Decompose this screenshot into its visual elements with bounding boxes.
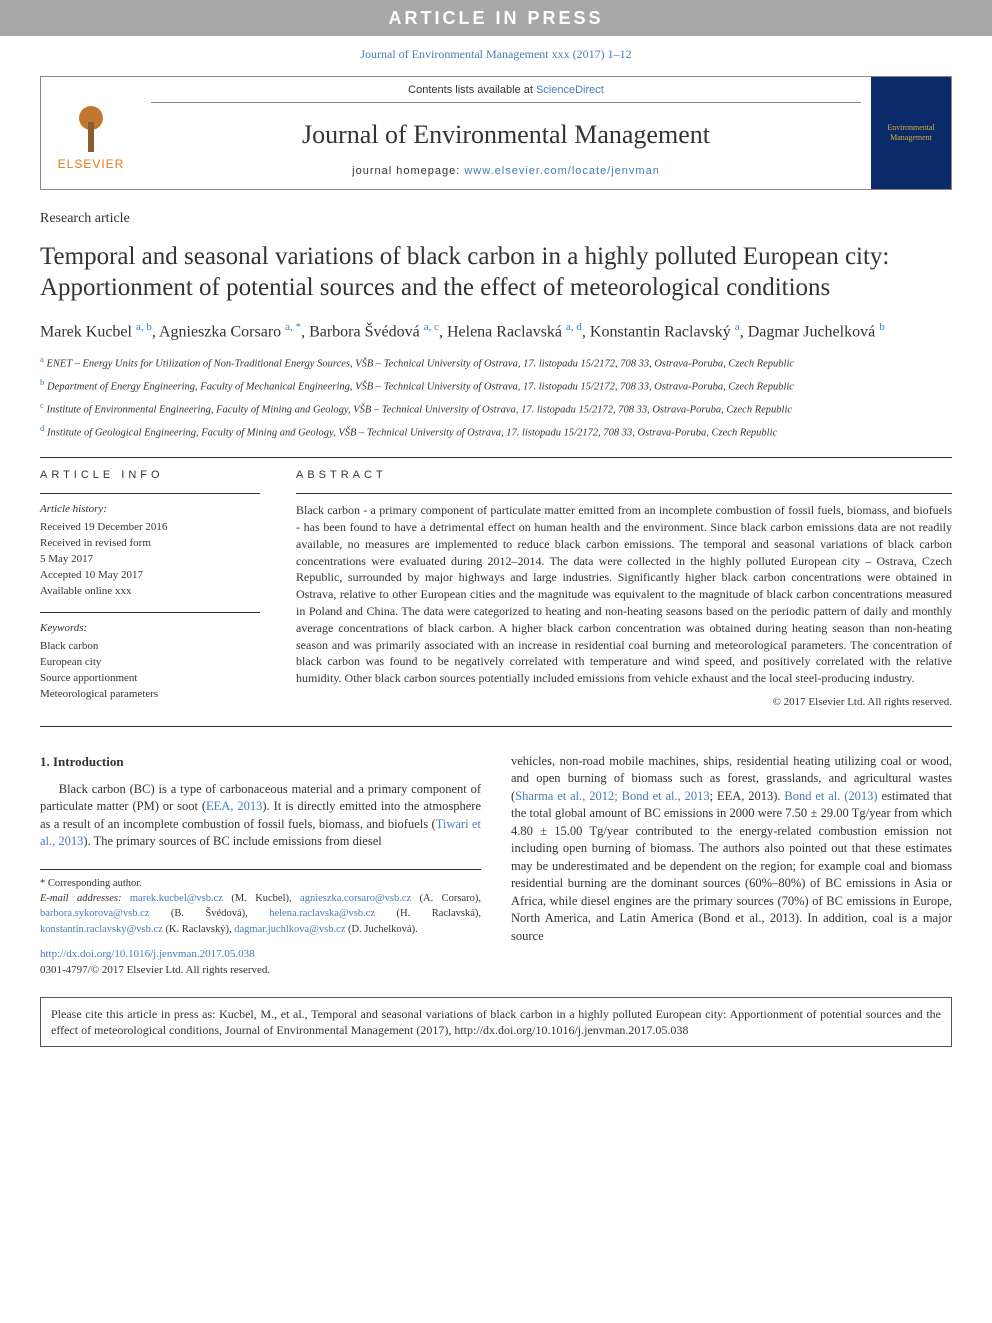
history-line: Accepted 10 May 2017 — [40, 568, 260, 584]
intro-para-2: vehicles, non-road mobile machines, ship… — [511, 753, 952, 946]
history-line: Available online xxx — [40, 584, 260, 600]
elsevier-wordmark: ELSEVIER — [58, 156, 125, 172]
abstract-copyright: © 2017 Elsevier Ltd. All rights reserved… — [296, 695, 952, 710]
keywords-block: Keywords: Black carbonEuropean citySourc… — [40, 621, 260, 703]
intro-para-1: Black carbon (BC) is a type of carbonace… — [40, 781, 481, 851]
corresponding-author-note: * Corresponding author. — [40, 876, 481, 891]
keyword: Meteorological parameters — [40, 687, 260, 703]
doi-block: http://dx.doi.org/10.1016/j.jenvman.2017… — [40, 947, 481, 979]
affiliation: b Department of Energy Engineering, Facu… — [40, 376, 952, 395]
email-link[interactable]: dagmar.juchlkova@vsb.cz — [234, 924, 345, 935]
body-columns: 1. Introduction Black carbon (BC) is a t… — [40, 753, 952, 979]
mid-divider — [40, 726, 952, 727]
please-cite-box: Please cite this article in press as: Ku… — [40, 997, 952, 1047]
article-info-label: ARTICLE INFO — [40, 468, 260, 483]
article-main: Research article Temporal and seasonal v… — [0, 190, 992, 978]
history-line: 5 May 2017 — [40, 552, 260, 568]
affiliations-block: a ENET – Energy Units for Utilization of… — [40, 353, 952, 442]
journal-homepage-line: journal homepage: www.elsevier.com/locat… — [151, 164, 861, 179]
email-link[interactable]: konstantin.raclavsky@vsb.cz — [40, 924, 163, 935]
intro-heading: 1. Introduction — [40, 753, 481, 771]
header-center: Contents lists available at ScienceDirec… — [141, 77, 871, 189]
elsevier-tree-icon — [61, 94, 121, 154]
contents-lists-line: Contents lists available at ScienceDirec… — [151, 83, 861, 103]
history-head: Article history: — [40, 502, 260, 518]
affiliation: c Institute of Environmental Engineering… — [40, 399, 952, 418]
body-col-left: 1. Introduction Black carbon (BC) is a t… — [40, 753, 481, 979]
info-divider-1 — [40, 493, 260, 494]
article-type: Research article — [40, 210, 952, 229]
affiliation: d Institute of Geological Engineering, F… — [40, 422, 952, 441]
info-divider-2 — [40, 612, 260, 613]
email-link[interactable]: agnieszka.corsaro@vsb.cz — [300, 893, 411, 904]
history-line: Received 19 December 2016 — [40, 520, 260, 536]
citation-link[interactable]: Bond et al., 2013 — [622, 789, 710, 803]
keywords-head: Keywords: — [40, 621, 260, 637]
footnotes: * Corresponding author. E-mail addresses… — [40, 869, 481, 979]
email-link[interactable]: marek.kucbel@vsb.cz — [130, 893, 223, 904]
citation-link[interactable]: Tiwari et al., 2013 — [40, 817, 481, 849]
body-col-right: vehicles, non-road mobile machines, ship… — [511, 753, 952, 979]
abstract-column: ABSTRACT Black carbon - a primary compon… — [296, 468, 952, 709]
abstract-divider — [296, 493, 952, 494]
article-info-column: ARTICLE INFO Article history: Received 1… — [40, 468, 260, 709]
citation-link[interactable]: Bond et al. (2013) — [784, 789, 877, 803]
journal-cover-thumb: Environmental Management — [871, 77, 951, 189]
citation-link[interactable]: Sharma et al., 2012; — [515, 789, 621, 803]
homepage-link[interactable]: www.elsevier.com/locate/jenvman — [464, 165, 659, 177]
top-divider — [40, 457, 952, 458]
issn-copyright: 0301-4797/© 2017 Elsevier Ltd. All right… — [40, 964, 270, 976]
info-row: ARTICLE INFO Article history: Received 1… — [40, 468, 952, 709]
doi-link[interactable]: http://dx.doi.org/10.1016/j.jenvman.2017… — [40, 948, 255, 960]
elsevier-logo: ELSEVIER — [41, 77, 141, 189]
journal-header: ELSEVIER Contents lists available at Sci… — [40, 76, 952, 190]
keyword: European city — [40, 655, 260, 671]
top-citation: Journal of Environmental Management xxx … — [0, 36, 992, 76]
article-title: Temporal and seasonal variations of blac… — [40, 241, 952, 304]
email-link[interactable]: barbora.sykorova@vsb.cz — [40, 908, 149, 919]
authors-line: Marek Kucbel a, b, Agnieszka Corsaro a, … — [40, 320, 952, 343]
history-line: Received in revised form — [40, 536, 260, 552]
journal-name: Journal of Environmental Management — [151, 103, 861, 164]
keyword: Black carbon — [40, 639, 260, 655]
abstract-text: Black carbon - a primary component of pa… — [296, 502, 952, 687]
keyword: Source apportionment — [40, 671, 260, 687]
affiliation: a ENET – Energy Units for Utilization of… — [40, 353, 952, 372]
citation-link[interactable]: EEA, 2013 — [206, 799, 262, 813]
sciencedirect-link[interactable]: ScienceDirect — [536, 84, 604, 96]
email-addresses-line: E-mail addresses: marek.kucbel@vsb.cz (M… — [40, 891, 481, 937]
article-in-press-banner: ARTICLE IN PRESS — [0, 0, 992, 36]
email-link[interactable]: helena.raclavska@vsb.cz — [269, 908, 375, 919]
contents-prefix: Contents lists available at — [408, 84, 536, 96]
abstract-label: ABSTRACT — [296, 468, 952, 483]
homepage-prefix: journal homepage: — [352, 165, 464, 177]
article-history: Article history: Received 19 December 20… — [40, 502, 260, 600]
